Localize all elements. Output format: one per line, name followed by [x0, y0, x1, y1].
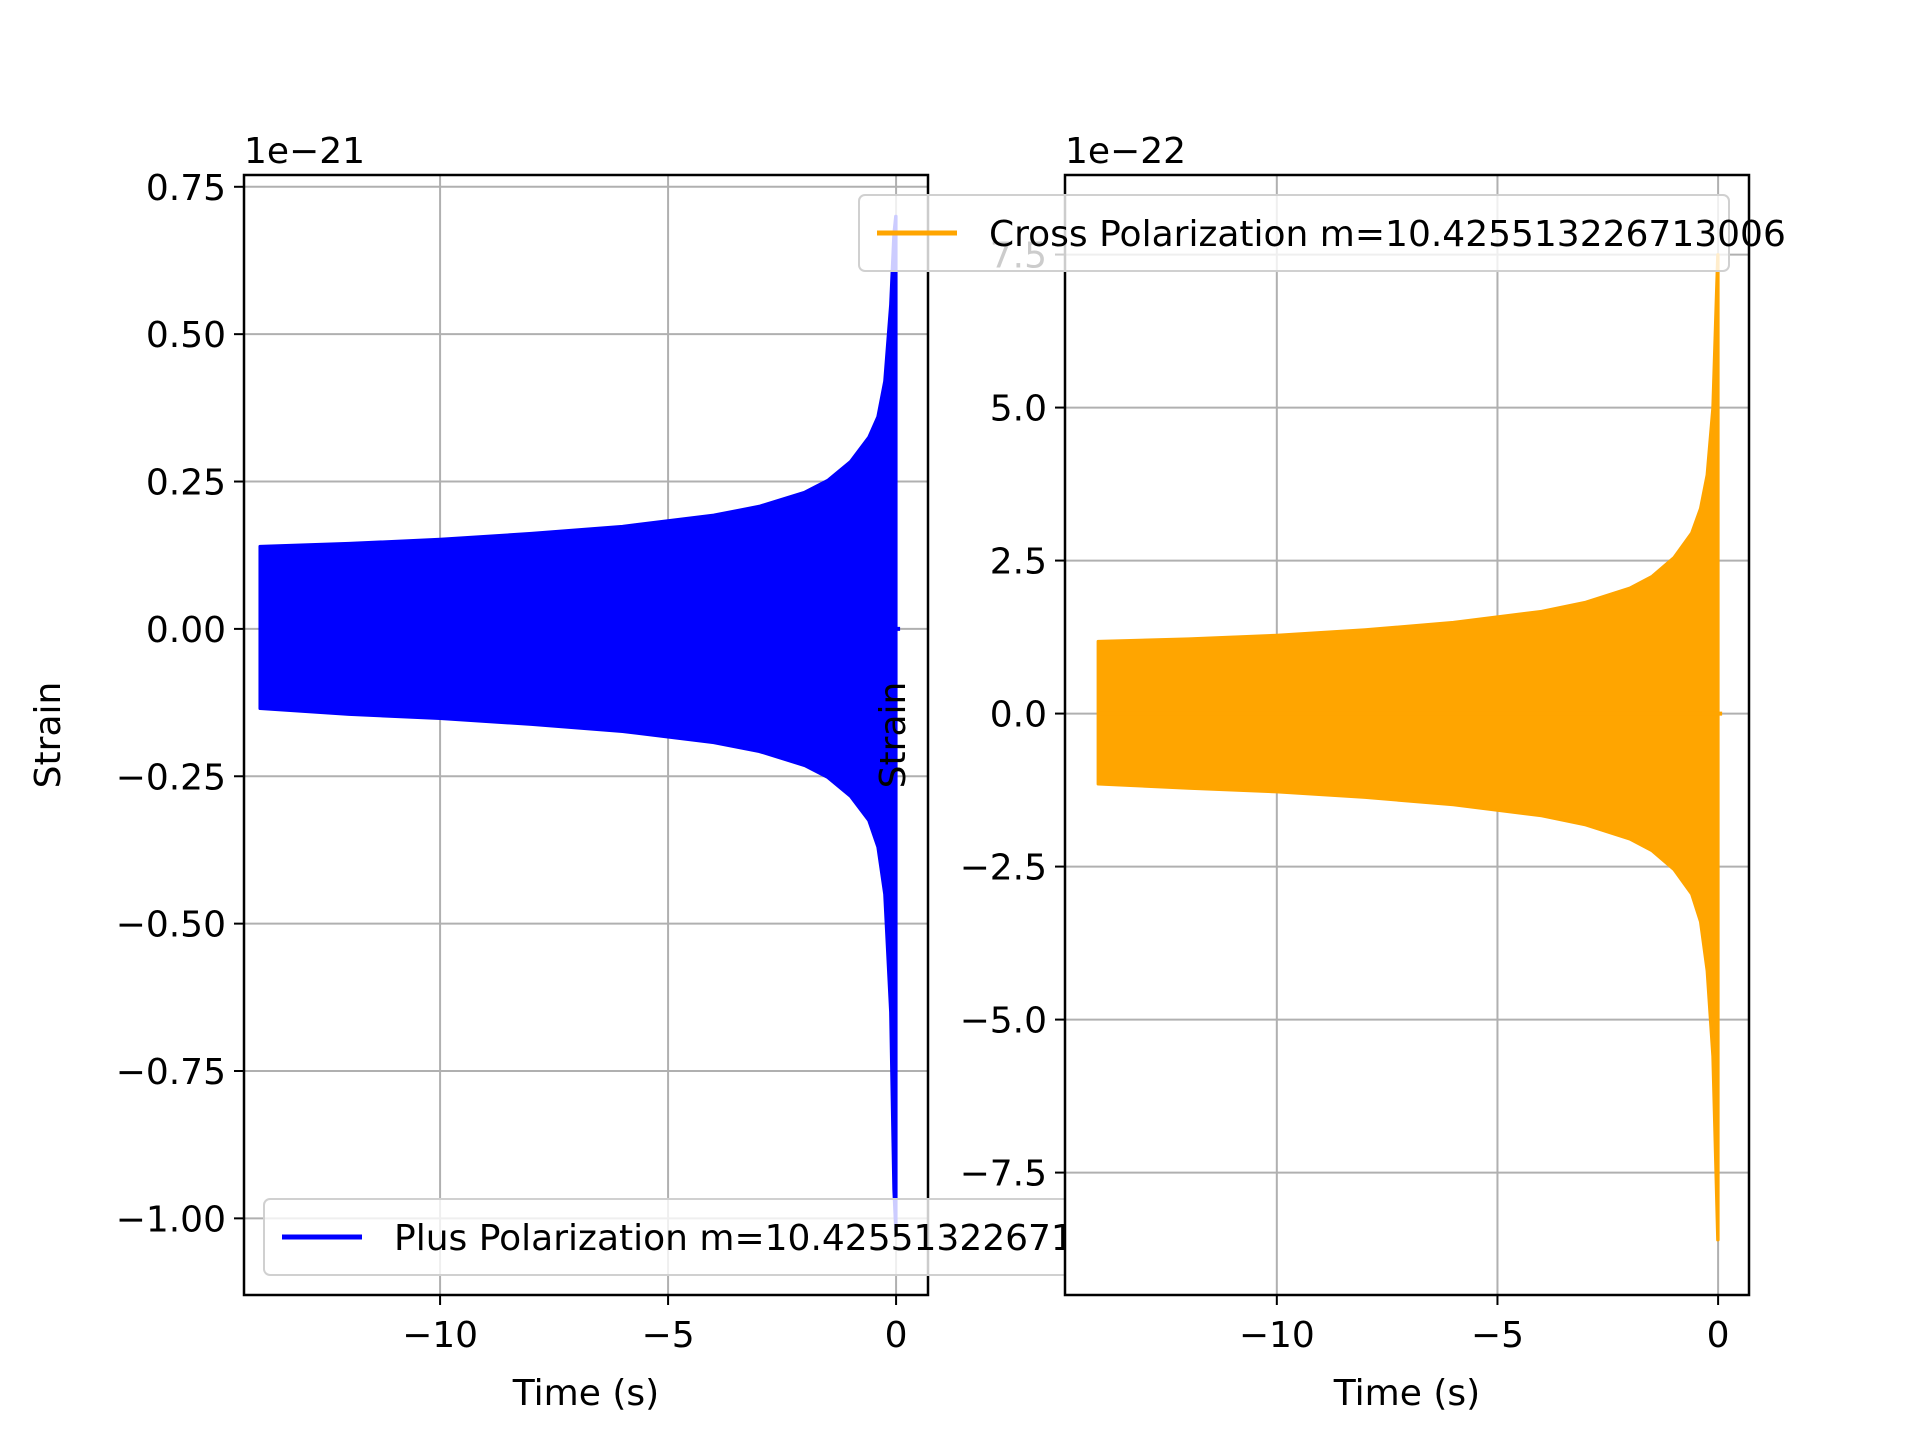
ticks: −10 −5 0 0.75 0.50 0.25 0.00 −0.25 −0.50 −0.75 −1.…: [116, 168, 908, 1356]
series-layer: [1096, 253, 1723, 1242]
y-tick-label: 0.25: [146, 463, 226, 504]
plus-polarization-subplot: −10 −5 0 0.75 0.50 0.25 0.00 −0.25 −0.50 −0.75 −1.…: [28, 131, 1165, 1414]
series-waveform: [1096, 253, 1720, 1242]
axes-frame: [1063, 173, 1751, 1297]
x-axis-label: Time (s): [1333, 1373, 1480, 1414]
y-tick-label: −0.50: [116, 905, 226, 946]
x-axis-label: Time (s): [512, 1373, 659, 1414]
y-tick-label: −2.5: [960, 848, 1047, 889]
ticks: −10−507.55.02.50.0−2.5−5.0−7.5: [960, 236, 1730, 1356]
legend-entry: Plus Polarization m=10.425513226713006: [394, 1218, 1165, 1259]
series-layer: [258, 214, 901, 1232]
x-tick-label: −10: [1239, 1315, 1315, 1356]
y-offset-label: 1e−21: [244, 131, 365, 172]
y-tick-label: −7.5: [960, 1154, 1047, 1195]
legend: Cross Polarization m=10.425513226713006: [858, 194, 1786, 272]
y-tick-label: 0.50: [146, 315, 226, 356]
x-tick-label: 0: [885, 1315, 908, 1356]
y-axis-label: Strain: [873, 682, 914, 789]
x-tick-label: −5: [642, 1315, 695, 1356]
y-offset-label: 1e−22: [1065, 131, 1186, 172]
y-tick-label: 5.0: [990, 389, 1047, 430]
cross-polarization-subplot: −10−507.55.02.50.0−2.5−5.0−7.5 1e−22 Tim…: [858, 131, 1786, 1414]
y-tick-label: −1.00: [116, 1199, 226, 1240]
y-tick-label: 0.75: [146, 168, 226, 209]
legend-entry: Cross Polarization m=10.425513226713006: [989, 214, 1786, 255]
y-tick-label: −0.75: [116, 1052, 226, 1093]
y-tick-label: −0.25: [116, 757, 226, 798]
legend: Plus Polarization m=10.425513226713006: [263, 1198, 1165, 1276]
x-tick-label: −5: [1471, 1315, 1524, 1356]
y-tick-label: 0.0: [990, 695, 1047, 736]
legend-box: [858, 194, 1730, 272]
x-tick-label: −10: [402, 1315, 478, 1356]
x-tick-label: 0: [1707, 1315, 1730, 1356]
series-waveform: [258, 214, 898, 1232]
y-tick-label: 0.00: [146, 610, 226, 651]
y-tick-label: −5.0: [960, 1001, 1047, 1042]
y-tick-label: 2.5: [990, 542, 1047, 583]
axes-frame: [242, 173, 930, 1297]
y-axis-label: Strain: [28, 682, 69, 789]
